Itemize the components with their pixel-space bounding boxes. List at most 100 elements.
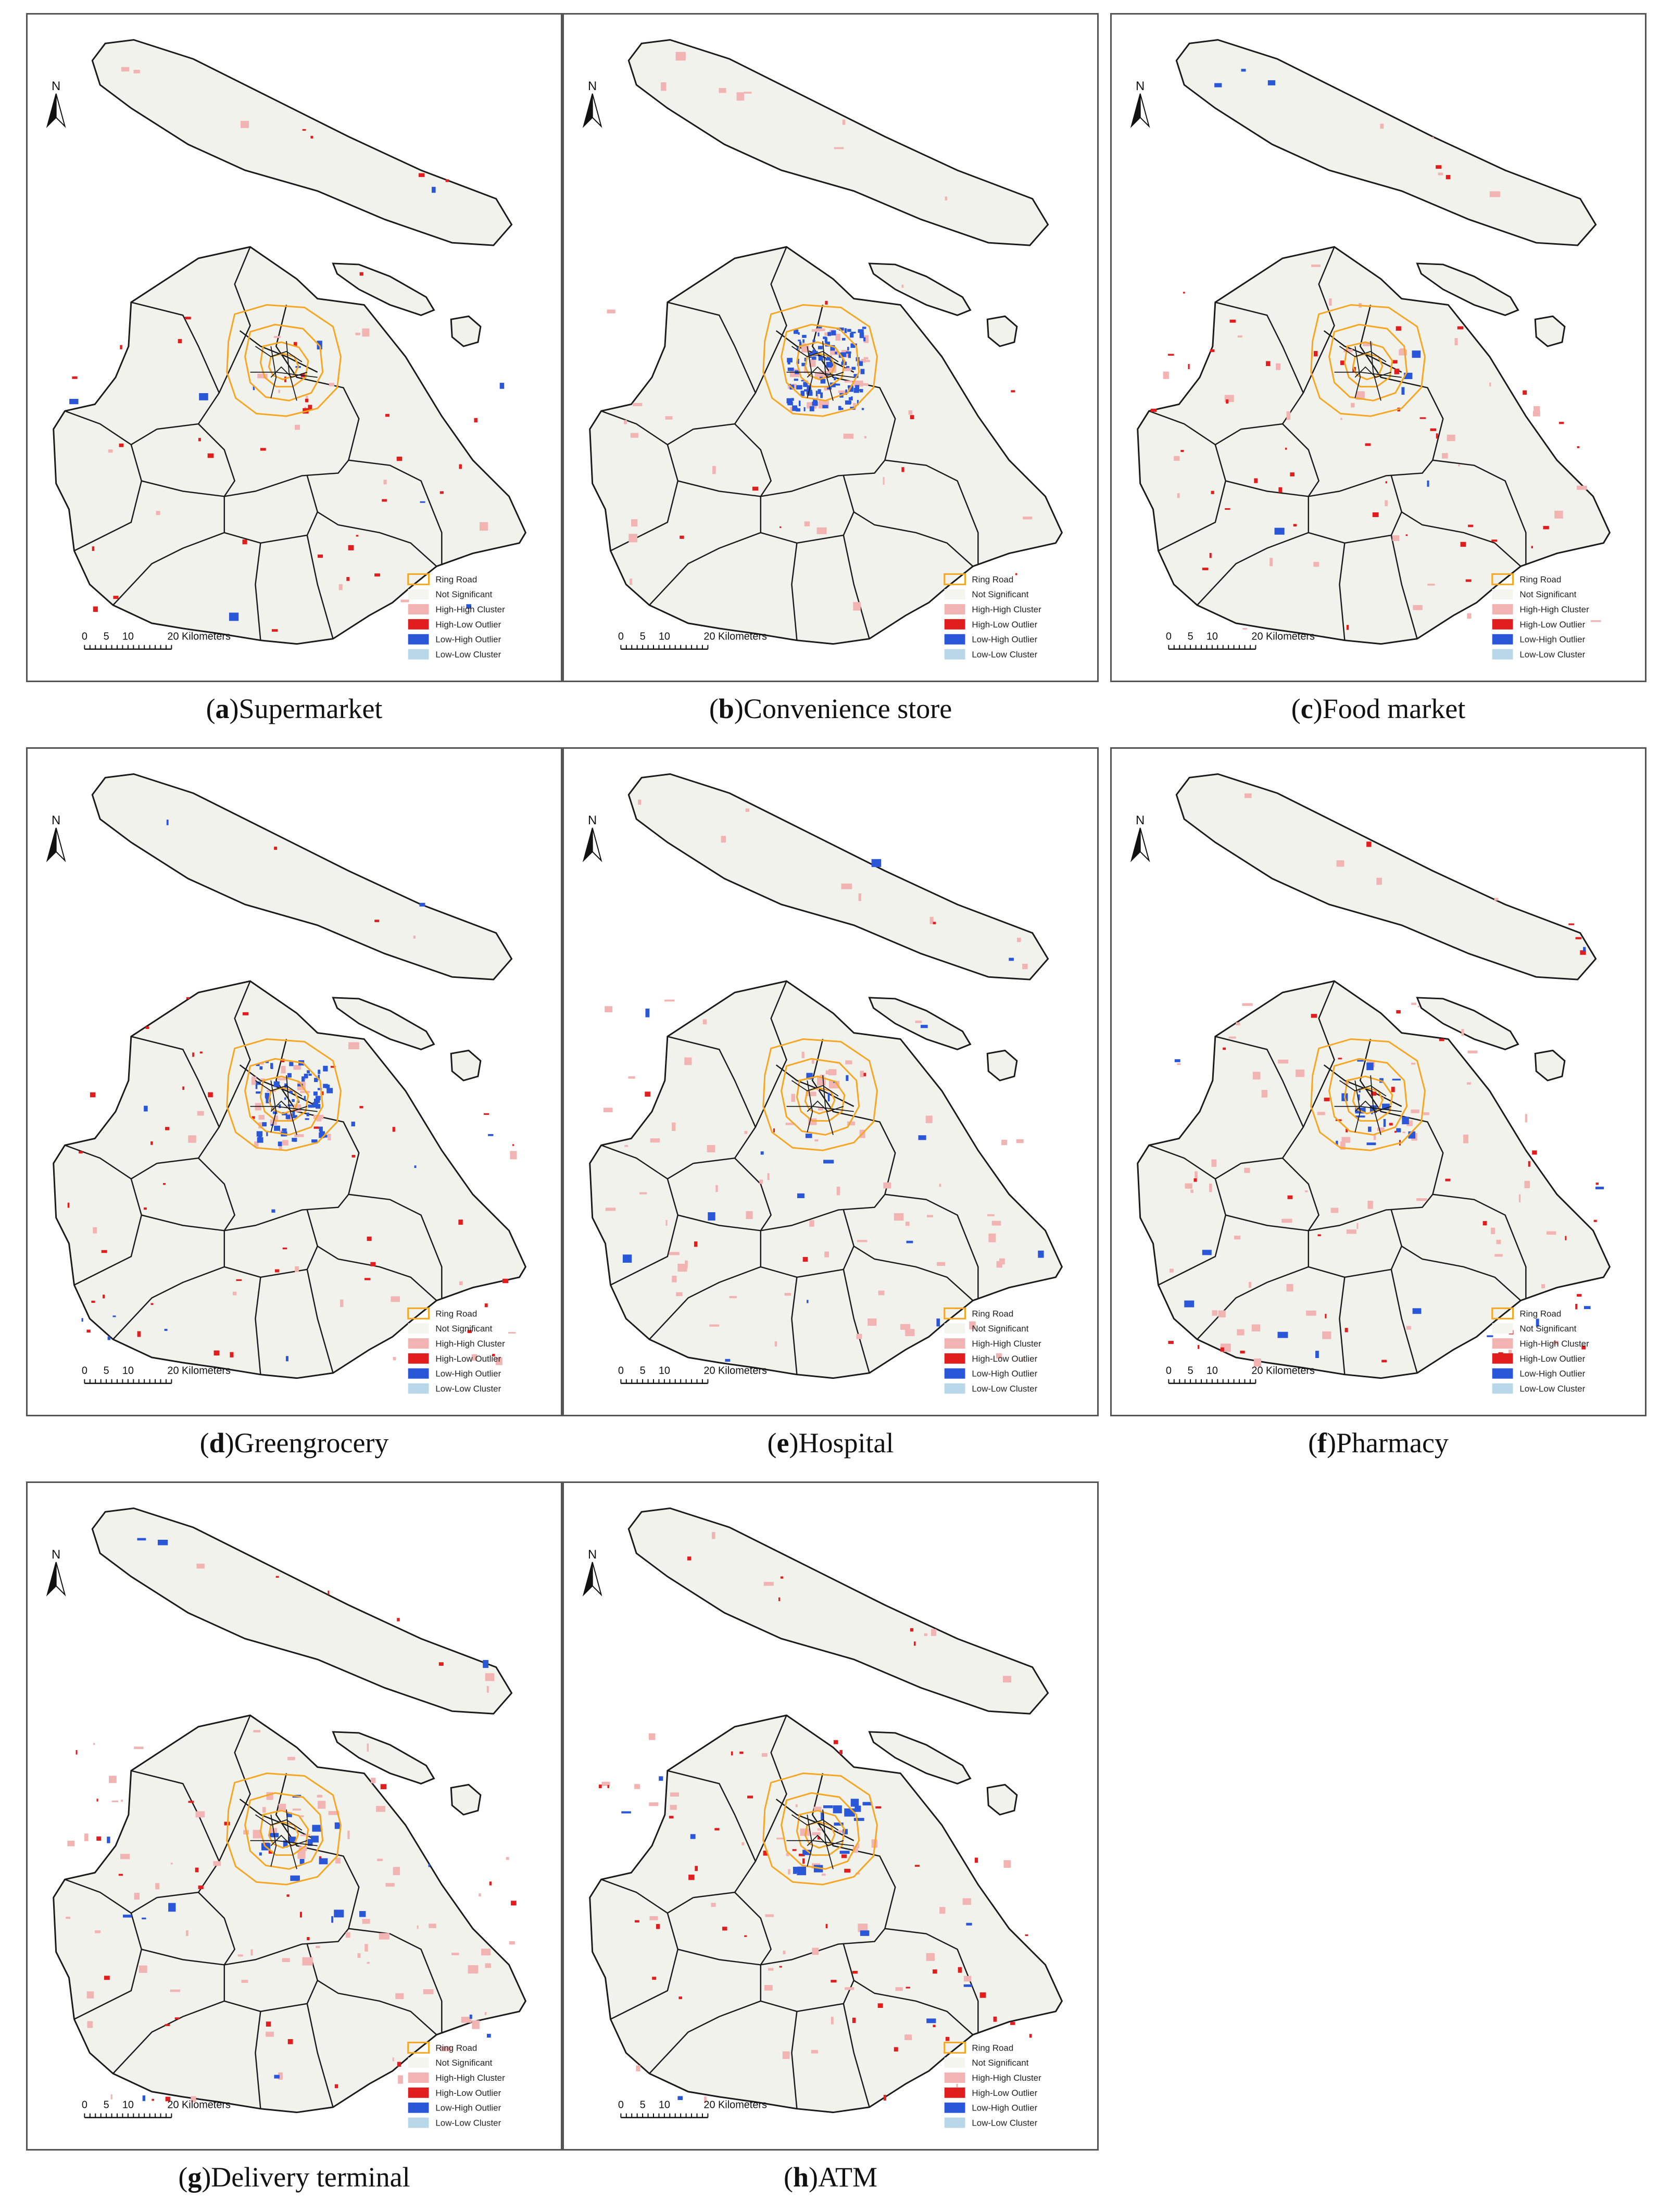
- high-low-outlier-patch: [236, 1279, 242, 1281]
- low-high-outlier-patch: [818, 346, 823, 349]
- high-high-cluster-patch: [1524, 1180, 1530, 1188]
- low-high-outlier-patch: [906, 1240, 913, 1243]
- chongming-island: [91, 773, 513, 981]
- high-low-outlier-patch: [392, 1127, 395, 1132]
- high-low-outlier-patch: [1446, 175, 1451, 180]
- low-high-outlier-patch: [274, 2075, 280, 2079]
- high-low-outlier-patch: [313, 1126, 319, 1129]
- high-high-cluster-patch: [863, 335, 869, 343]
- district-boundary: [1359, 1039, 1444, 1195]
- high-high-cluster-patch: [338, 584, 343, 590]
- panel-letter: e: [776, 1427, 789, 1459]
- low-high-outlier-patch: [796, 408, 800, 412]
- map-legend: Ring Road Not Significant High-High Cluste…: [944, 573, 1041, 660]
- legend-label: High-Low Outlier: [435, 2088, 501, 2098]
- high-high-cluster-patch: [468, 1965, 479, 1974]
- high-low-outlier-patch: [271, 629, 278, 632]
- district-boundary: [791, 346, 839, 362]
- high-high-cluster-patch: [1218, 1310, 1226, 1317]
- high-low-outlier-patch: [1168, 1341, 1174, 1344]
- high-low-outlier-patch: [359, 272, 363, 276]
- district-boundary: [1197, 1214, 1310, 1340]
- mainland-shape: [1137, 246, 1611, 645]
- low-high-outlier-patch: [802, 339, 805, 343]
- high-high-cluster-patch: [895, 1987, 903, 1991]
- high-high-cluster-patch: [304, 1077, 307, 1080]
- high-low-outlier-patch: [150, 1303, 154, 1305]
- low-high-outlier-patch: [288, 1837, 296, 1843]
- legend-swatch: [408, 634, 429, 645]
- high-high-cluster-patch: [508, 1331, 516, 1334]
- hengsha-island: [1534, 315, 1566, 347]
- district-boundary: [734, 1892, 772, 1966]
- high-high-cluster-patch: [345, 1932, 350, 1938]
- high-low-outlier-patch: [680, 535, 684, 539]
- low-high-outlier-patch: [290, 1875, 300, 1881]
- high-high-cluster-patch: [371, 1778, 376, 1783]
- high-low-outlier-patch: [152, 2098, 154, 2101]
- high-low-outlier-patch: [385, 413, 389, 417]
- high-high-cluster-patch: [134, 1746, 144, 1749]
- high-high-cluster-patch: [894, 1213, 904, 1221]
- high-high-cluster-patch: [1276, 363, 1281, 370]
- high-low-outlier-patch: [365, 1278, 371, 1280]
- high-high-cluster-patch: [677, 1263, 687, 1272]
- high-high-cluster-patch: [956, 2083, 958, 2088]
- high-high-cluster-patch: [1317, 1112, 1325, 1115]
- high-high-cluster-patch: [1423, 1112, 1429, 1115]
- low-high-outlier-patch: [809, 406, 814, 411]
- high-high-cluster-patch: [302, 1957, 313, 1966]
- legend-label: High-Low Outlier: [435, 620, 501, 630]
- changxing-island: [332, 1731, 435, 1784]
- high-high-cluster-patch: [630, 433, 638, 438]
- district-boundary: [218, 981, 251, 1128]
- low-high-outlier-patch: [828, 361, 831, 368]
- high-low-outlier-patch: [1293, 524, 1297, 526]
- ring-road: [244, 1058, 324, 1136]
- legend-label: Low-Low Cluster: [1519, 1384, 1585, 1394]
- high-high-cluster-patch: [156, 511, 160, 516]
- district-boundary: [1282, 1158, 1320, 1231]
- high-low-outlier-patch: [1559, 422, 1564, 424]
- scale-label: 10: [1206, 1365, 1218, 1377]
- scale-label: 0: [1166, 631, 1172, 643]
- high-high-cluster-patch: [355, 332, 361, 335]
- low-high-outlier-patch: [1487, 1335, 1493, 1337]
- high-low-outlier-patch: [299, 1912, 302, 1918]
- panel-title: ATM: [818, 2161, 878, 2193]
- scale-bar: 0 5 10 20 Kilometers: [1166, 1365, 1315, 1384]
- legend-swatch: [407, 2041, 430, 2054]
- legend-swatch: [944, 649, 965, 660]
- high-high-cluster-patch: [362, 1919, 370, 1924]
- low-high-outlier-patch: [787, 361, 790, 365]
- scale-bar: 0 5 10 20 Kilometers: [1166, 631, 1315, 650]
- high-high-cluster-patch: [816, 395, 819, 399]
- high-low-outlier-patch: [319, 1856, 322, 1859]
- panel-letter: h: [793, 2161, 809, 2193]
- high-high-cluster-patch: [251, 1076, 257, 1085]
- district-boundary: [1197, 480, 1310, 606]
- high-low-outlier-patch: [351, 1154, 356, 1158]
- low-high-outlier-patch: [331, 1916, 334, 1923]
- district-boundary: [198, 423, 236, 497]
- high-high-cluster-patch: [485, 1673, 495, 1681]
- low-high-outlier-patch: [1383, 1118, 1386, 1127]
- high-low-outlier-patch: [101, 1250, 107, 1253]
- low-high-outlier-patch: [845, 389, 847, 395]
- high-high-cluster-patch: [711, 1903, 716, 1907]
- ring-road: [781, 1792, 860, 1870]
- high-low-outlier-patch: [489, 1881, 492, 1886]
- ring-road: [259, 341, 309, 388]
- legend-label: Low-Low Cluster: [972, 650, 1037, 660]
- low-high-outlier-patch: [846, 1075, 849, 1081]
- high-low-outlier-patch: [328, 1590, 330, 1595]
- high-high-cluster-patch: [629, 534, 637, 543]
- low-high-outlier-patch: [1401, 387, 1405, 395]
- legend-swatch: [944, 634, 965, 645]
- high-high-cluster-patch: [281, 1065, 286, 1074]
- high-high-cluster-patch: [636, 2065, 640, 2071]
- low-high-outlier-patch: [839, 1851, 850, 1854]
- high-low-outlier-patch: [186, 997, 190, 999]
- low-high-outlier-patch: [855, 385, 860, 390]
- high-high-cluster-patch: [1003, 1860, 1011, 1868]
